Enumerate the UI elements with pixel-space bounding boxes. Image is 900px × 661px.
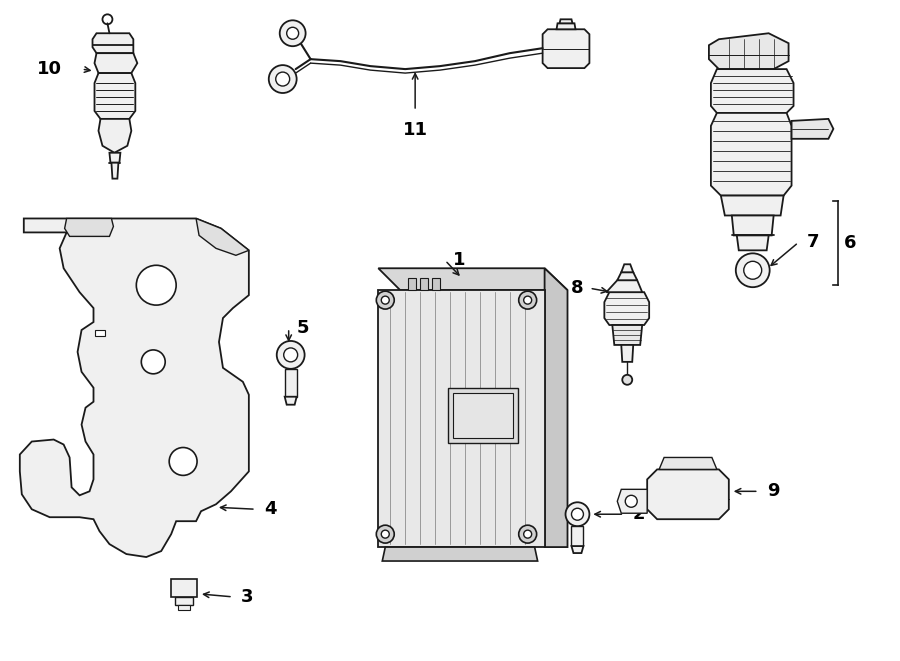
Circle shape [136, 265, 176, 305]
Circle shape [626, 495, 637, 507]
Text: 3: 3 [241, 588, 254, 606]
Circle shape [572, 508, 583, 520]
Polygon shape [792, 119, 833, 139]
Text: 7: 7 [806, 233, 819, 251]
Bar [171, 579, 197, 597]
Polygon shape [617, 272, 637, 280]
Polygon shape [721, 196, 784, 215]
Polygon shape [612, 325, 643, 345]
Circle shape [524, 296, 532, 304]
Bar [409, 278, 416, 290]
Circle shape [376, 291, 394, 309]
Text: 10: 10 [37, 60, 61, 78]
Bar [572, 526, 583, 546]
Text: 9: 9 [767, 483, 779, 500]
Circle shape [622, 375, 632, 385]
Polygon shape [604, 292, 649, 325]
Circle shape [275, 72, 290, 86]
Bar [453, 393, 513, 438]
Polygon shape [110, 153, 121, 163]
Polygon shape [737, 235, 769, 251]
Circle shape [382, 530, 390, 538]
Text: 2: 2 [632, 505, 644, 524]
Circle shape [169, 447, 197, 475]
Text: 11: 11 [402, 121, 428, 139]
Text: 1: 1 [453, 251, 465, 269]
Polygon shape [621, 345, 634, 362]
Circle shape [743, 261, 761, 279]
Bar [432, 278, 440, 290]
Polygon shape [543, 29, 590, 68]
Polygon shape [556, 23, 575, 29]
Bar [448, 388, 518, 442]
Polygon shape [711, 69, 794, 113]
Polygon shape [112, 163, 119, 178]
Bar [176, 597, 194, 605]
Bar [178, 605, 190, 610]
Polygon shape [94, 73, 135, 119]
Text: 5: 5 [297, 319, 309, 337]
Circle shape [269, 65, 297, 93]
Polygon shape [93, 33, 133, 53]
Circle shape [518, 291, 536, 309]
Polygon shape [709, 33, 788, 69]
Bar [420, 278, 428, 290]
Text: 6: 6 [844, 234, 857, 252]
Polygon shape [560, 19, 572, 23]
Polygon shape [196, 219, 248, 255]
Polygon shape [711, 113, 792, 196]
Polygon shape [98, 119, 131, 153]
Polygon shape [20, 219, 248, 557]
Polygon shape [94, 53, 138, 73]
Text: 8: 8 [571, 279, 583, 297]
Polygon shape [284, 397, 297, 405]
Text: 4: 4 [264, 500, 276, 518]
Bar [284, 369, 297, 397]
Circle shape [376, 525, 394, 543]
Circle shape [284, 348, 298, 362]
Polygon shape [65, 219, 113, 237]
Polygon shape [607, 280, 643, 292]
Polygon shape [659, 457, 717, 469]
Circle shape [382, 296, 390, 304]
Polygon shape [572, 546, 583, 553]
Circle shape [736, 253, 770, 287]
Circle shape [524, 530, 532, 538]
Polygon shape [544, 268, 568, 547]
Bar [95, 330, 105, 336]
Polygon shape [647, 469, 729, 519]
Polygon shape [732, 215, 774, 235]
Circle shape [518, 525, 536, 543]
Polygon shape [378, 290, 544, 547]
Polygon shape [621, 264, 634, 272]
Circle shape [276, 341, 304, 369]
Circle shape [280, 20, 306, 46]
Circle shape [141, 350, 166, 374]
Polygon shape [382, 547, 537, 561]
Polygon shape [378, 268, 568, 290]
Circle shape [287, 27, 299, 39]
Circle shape [565, 502, 590, 526]
Polygon shape [617, 489, 647, 513]
